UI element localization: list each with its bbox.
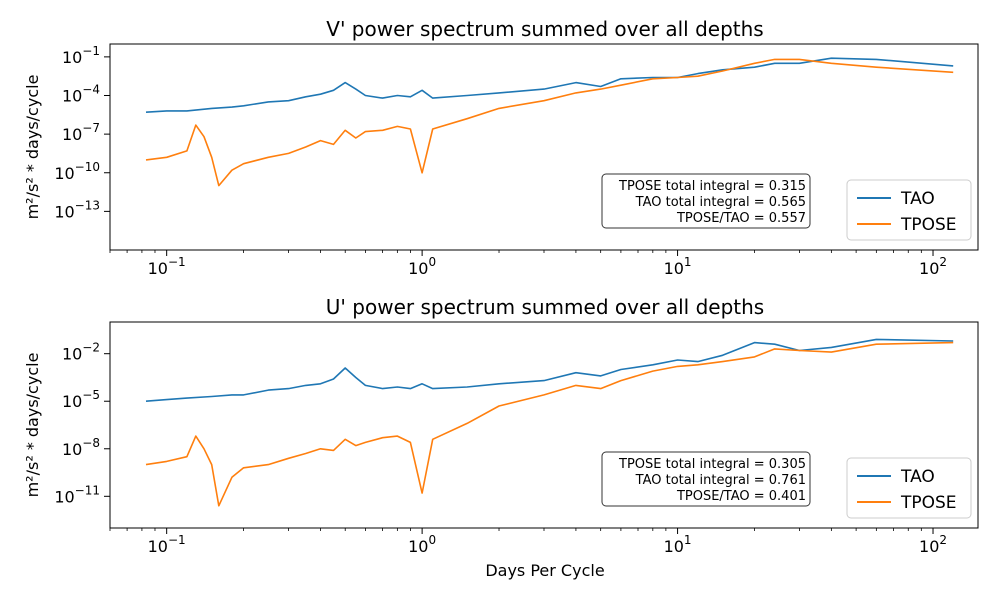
u-spectrum-panel: U' power spectrum summed over all depths… xyxy=(23,295,979,556)
v-series-tao-line xyxy=(145,57,954,113)
v-legend-label-tao: TAO xyxy=(900,189,935,209)
u-chart-title: U' power spectrum summed over all depths xyxy=(326,295,764,319)
v-x-tick-label: 10−1 xyxy=(148,255,186,278)
v-x-tick-label: 100 xyxy=(408,255,436,278)
u-x-tick-label: 10−1 xyxy=(148,533,186,556)
u-annotation-box xyxy=(601,451,811,507)
u-y-tick-label: 10−8 xyxy=(62,436,100,459)
v-annotation-line: TPOSE/TAO = 0.557 xyxy=(676,211,806,226)
v-plot-area: 10−1 100 101 102 10−13 10−10 10−7 10−4 10−1 TPOSE… xyxy=(54,43,979,278)
v-y-tick-label: 10−10 xyxy=(54,160,100,183)
x-axis-label: Days Per Cycle xyxy=(485,561,604,580)
u-legend-label-tao: TAO xyxy=(900,467,935,487)
u-x-tick-label: 102 xyxy=(919,533,947,556)
u-y-tick-label: 10−11 xyxy=(54,483,100,506)
u-y-tick-label: 10−5 xyxy=(62,388,100,411)
v-y-tick-label: 10−7 xyxy=(62,121,100,144)
u-legend-label-tpose: TPOSE xyxy=(900,493,957,513)
v-y-axis-label: m²/s² * days/cycle xyxy=(23,75,42,220)
u-annotation-line: TPOSE total integral = 0.305 xyxy=(618,457,806,472)
u-y-tick-label: 10−2 xyxy=(62,341,100,364)
u-series-tao-line xyxy=(145,338,954,402)
u-y-axis-label: m²/s² * days/cycle xyxy=(23,353,42,498)
u-series-tpose-line xyxy=(145,341,954,507)
v-annotation-line: TAO total integral = 0.565 xyxy=(635,195,806,210)
u-plot-area: 10−1 100 101 102 10−11 10−8 10−5 10−2 TPOSE tota… xyxy=(54,321,979,556)
u-annotation-line: TPOSE/TAO = 0.401 xyxy=(676,489,806,504)
v-spectrum-panel: V' power spectrum summed over all depths… xyxy=(23,17,979,278)
v-series-tpose-line xyxy=(145,58,954,187)
v-x-tick-label: 101 xyxy=(664,255,692,278)
v-y-tick-label: 10−4 xyxy=(62,83,100,106)
v-chart-title: V' power spectrum summed over all depths xyxy=(326,17,763,41)
u-annotation-line: TAO total integral = 0.761 xyxy=(635,473,806,488)
u-x-tick-label: 100 xyxy=(408,533,436,556)
v-y-tick-label: 10−1 xyxy=(62,44,100,67)
v-x-tick-label: 102 xyxy=(919,255,947,278)
u-x-tick-label: 101 xyxy=(664,533,692,556)
v-legend-label-tpose: TPOSE xyxy=(900,215,957,235)
v-annotation-box xyxy=(601,173,811,229)
v-y-tick-label: 10−13 xyxy=(54,198,100,221)
v-annotation-line: TPOSE total integral = 0.315 xyxy=(618,179,806,194)
